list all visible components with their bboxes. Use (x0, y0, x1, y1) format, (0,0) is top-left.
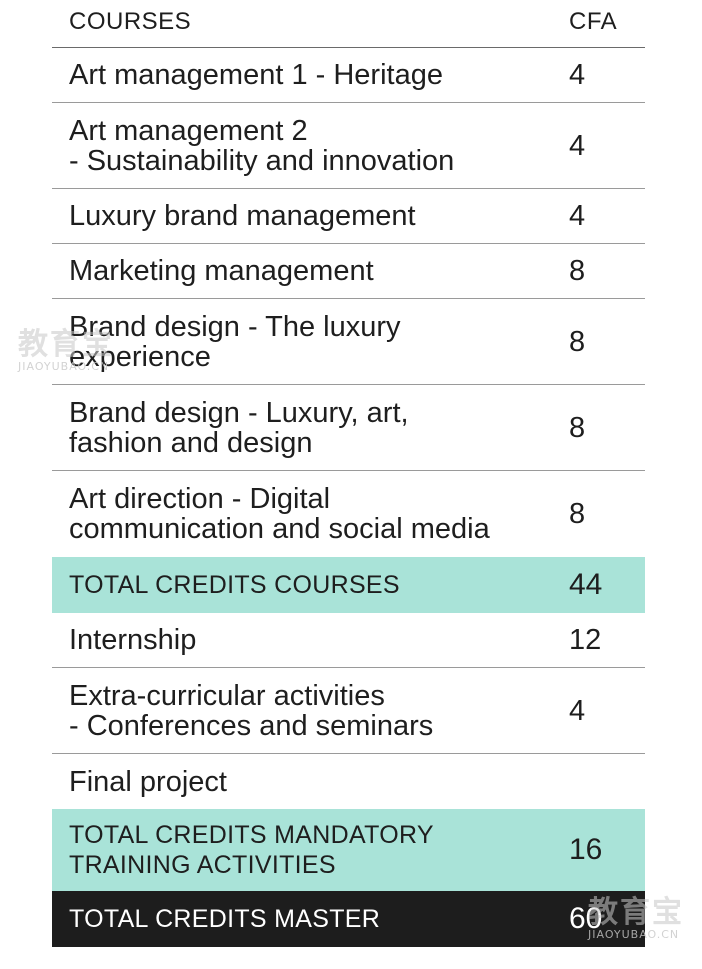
course-name: Luxury brand management (69, 200, 416, 232)
total-value: 16 (569, 833, 603, 866)
course-name: Art management 1 - Heritage (69, 59, 443, 91)
course-credits: 4 (569, 129, 586, 162)
master-label: TOTAL CREDITS MASTER (69, 904, 381, 933)
total-value: 44 (569, 568, 603, 601)
total-credits-master-row: TOTAL CREDITS MASTER 60 (52, 891, 645, 947)
course-credits: 12 (569, 624, 602, 656)
course-name: Marketing management (69, 255, 374, 287)
table-row: Internship 12 (52, 613, 645, 668)
table-row: Marketing management 8 (52, 244, 645, 299)
course-credits: 4 (569, 200, 586, 232)
total-label: TOTAL CREDITS COURSES (69, 571, 400, 599)
table-row: Brand design - The luxury experience 8 (52, 299, 645, 385)
table-row: Final project (52, 754, 645, 809)
course-name: Brand design - Luxury, art, fashion and d… (69, 396, 409, 459)
header-cfa: CFA (569, 8, 618, 35)
header-courses: COURSES (69, 8, 192, 35)
total-credits-courses-row: TOTAL CREDITS COURSES 44 (52, 557, 645, 613)
master-value: 60 (569, 902, 603, 935)
course-name: Final project (69, 765, 227, 798)
table-row: Art management 1 - Heritage 4 (52, 48, 645, 103)
course-name: Extra-curricular activities - Conferences… (69, 679, 434, 742)
table-row: Art management 2- Sustainability and inn… (52, 103, 645, 189)
course-credits: 8 (569, 255, 586, 287)
course-credits: 8 (569, 411, 586, 444)
course-name: Art direction - Digital communication and… (69, 483, 490, 545)
course-name: Internship (69, 624, 197, 656)
table-row: Extra-curricular activities - Conferences… (52, 668, 645, 754)
table-row: Brand design - Luxury, art, fashion and d… (52, 385, 645, 471)
table-header: COURSES CFA (52, 0, 645, 48)
course-credits: 8 (569, 498, 586, 530)
course-credits: 4 (569, 59, 586, 91)
course-name: Art management 2- Sustainability and inn… (69, 114, 455, 177)
course-credits: 8 (569, 325, 586, 358)
table-row: Art direction - Digital communication and… (52, 471, 645, 557)
course-name: Brand design - The luxury experience (69, 310, 401, 373)
total-credits-mandatory-row: TOTAL CREDITS MANDATORY TRAINING ACTIVITI… (52, 809, 645, 891)
course-credits: 4 (569, 694, 586, 727)
total-label: TOTAL CREDITS MANDATORY TRAINING ACTIVITI… (69, 821, 434, 879)
credits-table: COURSES CFA Art management 1 - Heritage … (52, 0, 645, 947)
table-row: Luxury brand management 4 (52, 189, 645, 244)
